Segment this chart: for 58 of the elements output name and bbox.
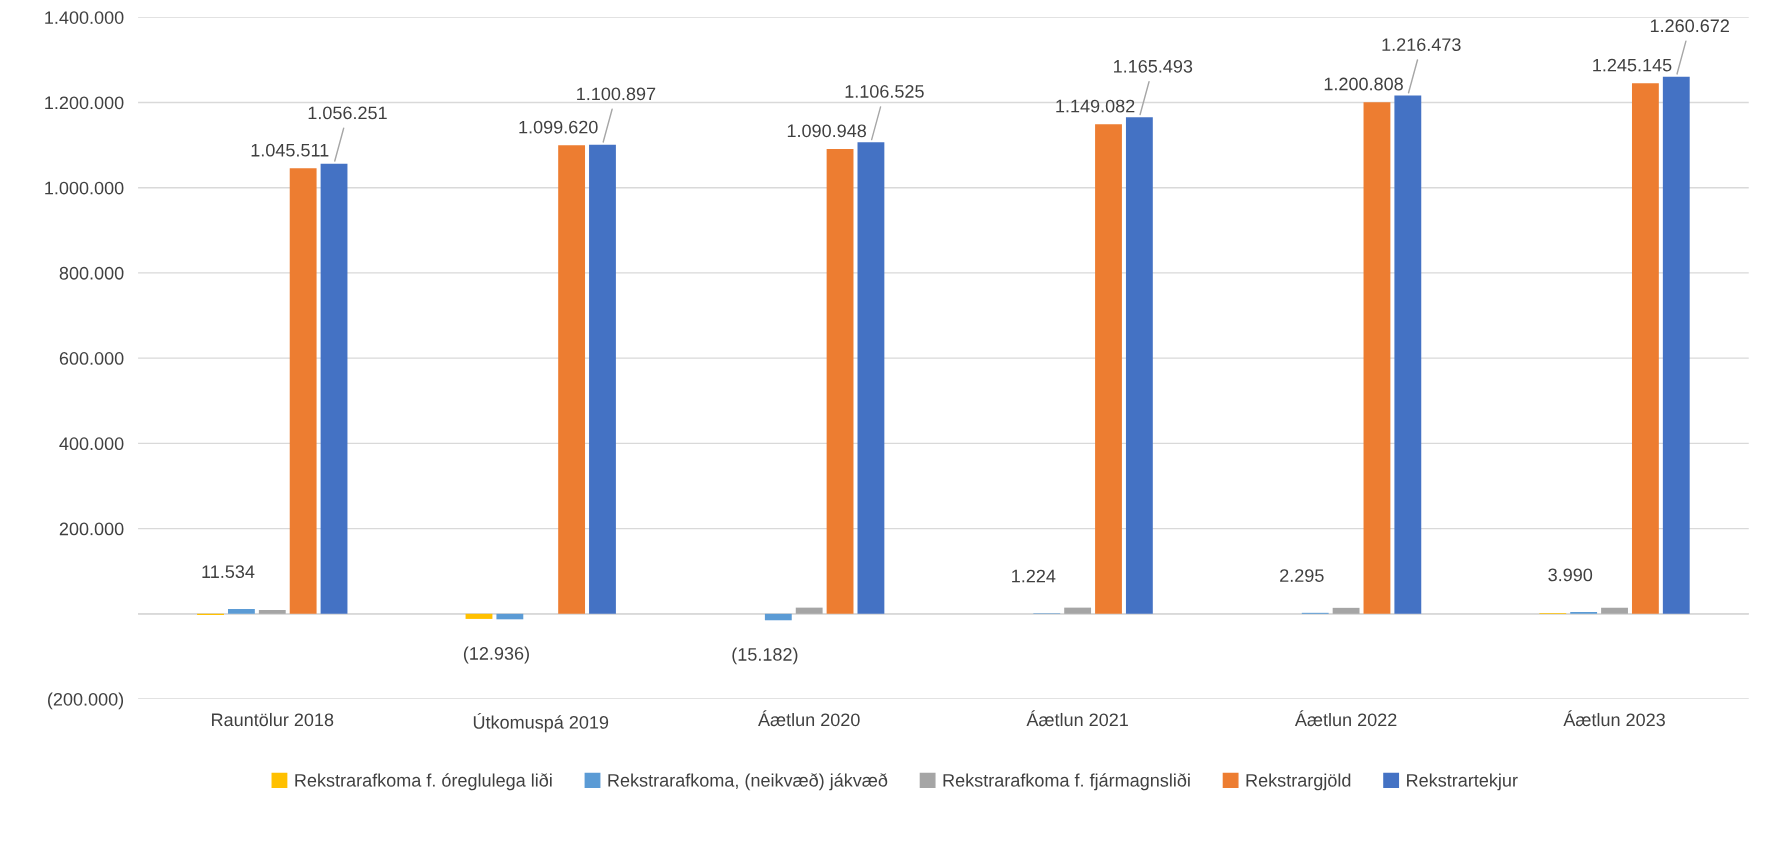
y-tick-label: 200.000 xyxy=(59,522,124,536)
data-label: 1.245.145 xyxy=(1593,58,1672,72)
y-tick-label: 1.000.000 xyxy=(45,181,124,195)
bar xyxy=(764,613,792,621)
data-label: 1.216.473 xyxy=(1382,38,1461,51)
y-tick-label: 1.200.000 xyxy=(45,96,124,110)
data-label: 11.534 xyxy=(202,565,255,579)
data-label: 1.090.948 xyxy=(787,124,867,138)
bar xyxy=(1394,95,1422,614)
data-label: 3.990 xyxy=(1548,568,1593,582)
legend-label: Rekstrarafkoma f. óreglulega liði xyxy=(295,773,552,791)
bar xyxy=(1631,83,1659,614)
y-tick-label: 1.400.000 xyxy=(45,11,124,24)
x-tick-label: Áætlun 2023 xyxy=(1563,710,1665,727)
data-label: 1.056.251 xyxy=(308,106,387,120)
y-tick-label: 600.000 xyxy=(59,352,124,365)
data-label: (12.936) xyxy=(463,646,529,664)
bar xyxy=(1095,124,1122,614)
legend-label: Rekstrarafkoma f. fjármagnsliði xyxy=(943,773,1190,791)
bar xyxy=(1125,117,1153,614)
y-tick-label: 800.000 xyxy=(59,266,124,280)
bar xyxy=(1332,607,1360,614)
legend-label: Rekstrargjöld xyxy=(1246,773,1351,791)
bar xyxy=(857,142,885,614)
bar xyxy=(320,163,348,614)
bar xyxy=(589,144,616,614)
bar xyxy=(289,168,317,614)
data-label: (15.182) xyxy=(732,647,798,665)
bar xyxy=(465,613,493,619)
bar xyxy=(1662,76,1690,614)
data-label: 2.295 xyxy=(1280,569,1324,582)
data-label: 1.106.525 xyxy=(845,85,924,98)
x-tick-label: Áætlun 2020 xyxy=(758,710,860,727)
x-tick-label: Áætlun 2021 xyxy=(1026,710,1128,727)
bar xyxy=(795,607,823,614)
data-label: 1.165.493 xyxy=(1114,59,1193,73)
x-tick-label: Útkomuspá 2019 xyxy=(473,712,609,733)
y-tick-label: 400.000 xyxy=(59,437,124,451)
data-label: 1.099.620 xyxy=(519,120,598,134)
bar xyxy=(258,609,286,614)
bar xyxy=(1601,607,1628,614)
bar xyxy=(826,148,854,614)
legend-label: Rekstrartekjur xyxy=(1407,773,1518,791)
x-tick-label: Rauntölur 2018 xyxy=(212,712,334,727)
bar xyxy=(1363,102,1391,614)
x-tick-label: Áætlun 2022 xyxy=(1294,710,1397,727)
bar xyxy=(496,613,524,620)
bar xyxy=(227,608,255,614)
y-tick-label: (200.000) xyxy=(48,692,124,710)
data-label: 1.100.897 xyxy=(577,87,656,101)
bar xyxy=(1064,607,1092,614)
bar xyxy=(558,145,586,614)
data-label: 1.260.672 xyxy=(1650,19,1729,33)
data-label: 1.045.511 xyxy=(251,143,329,157)
data-label: 1.200.808 xyxy=(1324,77,1403,91)
legend-label: Rekstrarafkoma, (neikvæð) jákvæð xyxy=(608,773,888,791)
data-label: 1.149.082 xyxy=(1056,99,1135,113)
data-label: 1.224 xyxy=(1012,569,1056,583)
